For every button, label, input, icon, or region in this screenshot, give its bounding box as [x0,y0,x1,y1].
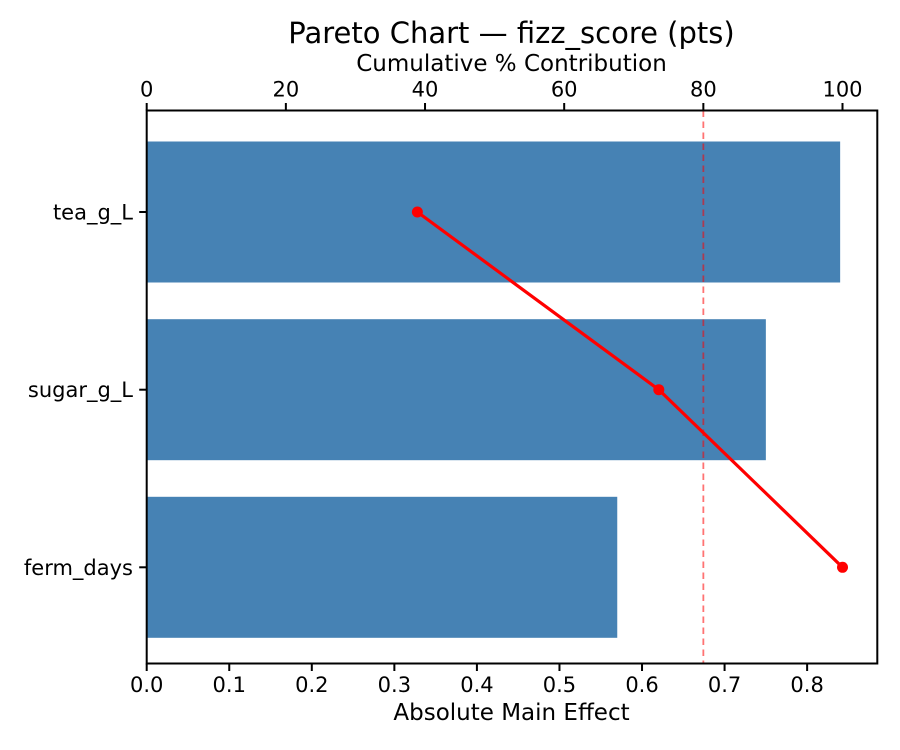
top-axis-tick-label: 40 [412,78,439,102]
effect-bar [146,141,841,283]
bottom-axis-tick-label: 0.0 [130,673,163,697]
top-axis-tick-label: 80 [690,78,717,102]
bottom-axis-tick-label: 0.8 [790,673,823,697]
bottom-axis-title: Absolute Main Effect [393,700,630,726]
top-axis-tick-label: 20 [272,78,299,102]
category-label: sugar_g_L [28,378,133,403]
effect-bar [146,319,766,461]
top-axis-tick-label: 100 [822,78,862,102]
top-axis-tick-label: 0 [140,78,153,102]
top-axis-tick-label: 60 [551,78,578,102]
plot-spines [145,109,879,665]
cumulative-point [837,561,849,573]
cumulative-point [653,384,665,396]
bottom-axis-tick-label: 0.1 [213,673,246,697]
bottom-axis-tick-label: 0.6 [625,673,658,697]
top-axis-title: Cumulative % Contribution [356,51,667,77]
category-label: ferm_days [24,556,133,581]
bottom-axis-tick-label: 0.7 [708,673,741,697]
bottom-axis-tick-label: 0.5 [543,673,576,697]
category-label: tea_g_L [53,201,133,226]
bottom-axis-tick-label: 0.4 [460,673,493,697]
cumulative-point [411,206,423,218]
effect-bar [146,496,618,638]
bottom-axis-tick-label: 0.2 [295,673,328,697]
bottom-axis-tick-label: 0.3 [378,673,411,697]
chart-title: Pareto Chart — fizz_score (pts) [288,16,735,50]
